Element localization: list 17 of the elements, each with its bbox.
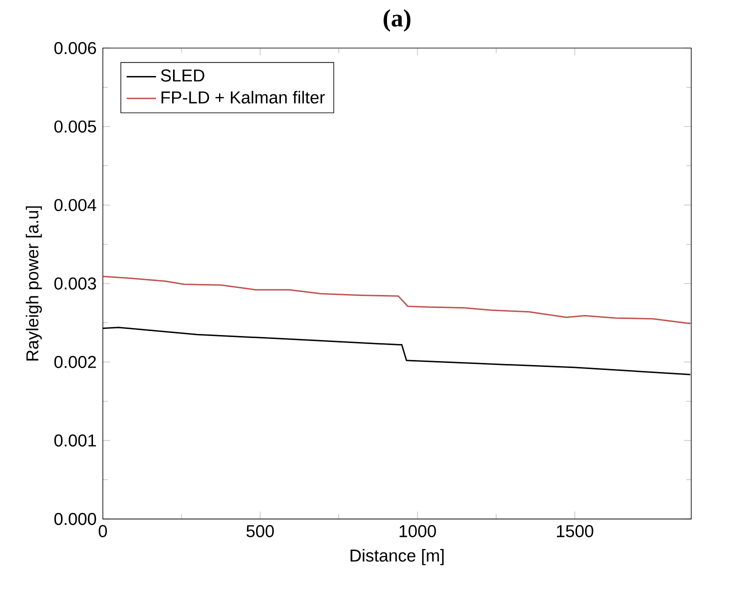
y-tick-label: 0.003 (54, 277, 96, 290)
x-tick-label: 0 (98, 524, 107, 538)
x-tick-label: 1000 (400, 524, 436, 538)
y-tick-label: 0.004 (54, 198, 96, 211)
y-tick-label: 0.000 (54, 512, 96, 525)
y-tick-label: 0.001 (54, 434, 96, 446)
y-axis-title: Rayleigh power [a.u] (26, 206, 42, 360)
y-tick-label: 0.005 (54, 120, 96, 132)
line-series (102, 276, 691, 324)
x-tick-label: 500 (246, 524, 274, 538)
y-tick-label: 0.006 (54, 42, 96, 54)
x-tick-label: 1500 (557, 524, 594, 538)
legend-label: FP-LD + Kalman filter (162, 90, 325, 104)
x-axis-title: Distance [m] (350, 548, 444, 565)
chart-title: (a) (384, 9, 410, 32)
legend-label: SLED (160, 69, 204, 82)
y-tick-label: 0.002 (54, 356, 96, 368)
